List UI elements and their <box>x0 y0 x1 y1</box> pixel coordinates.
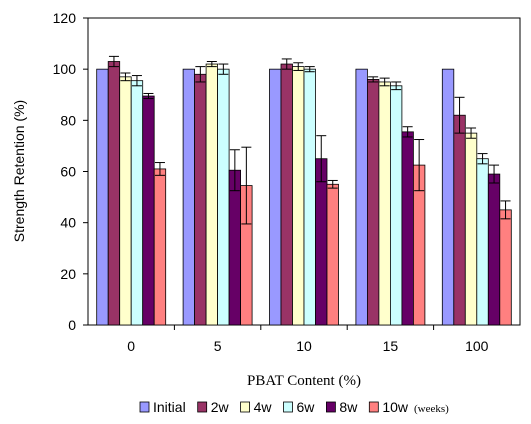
y-tick-label: 120 <box>53 10 77 26</box>
bar-Initial-0 <box>96 68 109 326</box>
x-axis: 0 5 10 15 100 <box>127 325 489 354</box>
y-tick-label: 100 <box>53 61 77 77</box>
bar-6w-100 <box>476 158 489 326</box>
x-tick-label: 15 <box>383 338 399 354</box>
x-tick-label: 100 <box>465 338 489 354</box>
legend-swatch-8w <box>326 401 336 413</box>
bar-Initial-15 <box>355 68 368 326</box>
bar-4w-15 <box>378 81 391 326</box>
bar-4w-10 <box>292 66 305 326</box>
legend-label-8w: 8w <box>339 399 358 415</box>
bar-8w-15 <box>401 131 414 326</box>
legend-note: (weeks) <box>414 403 449 415</box>
legend-swatch-2w <box>197 401 208 413</box>
bar-2w-15 <box>366 79 380 326</box>
bar-8w-5 <box>228 169 242 326</box>
legend-swatch-Initial <box>139 401 150 413</box>
legend-label-10w: 10w <box>382 399 409 415</box>
bar-10w-100 <box>499 209 512 326</box>
y-tick-label: 60 <box>60 164 76 180</box>
y-tick-label: 0 <box>68 317 76 333</box>
bar-4w-100 <box>464 132 478 326</box>
legend-label-Initial: Initial <box>153 399 186 415</box>
x-tick-label: 10 <box>296 338 312 354</box>
bar-4w-5 <box>205 63 219 326</box>
x-tick-label: 5 <box>214 338 222 354</box>
bar-4w-0 <box>119 76 132 326</box>
bar-series <box>96 55 512 326</box>
bar-Initial-100 <box>441 68 455 326</box>
y-tick-label: 20 <box>60 266 76 282</box>
bar-2w-5 <box>194 73 207 326</box>
legend-swatch-10w <box>368 401 379 413</box>
legend: Initial 2w 4w 6w 8w 10w (weeks) <box>139 399 449 415</box>
y-axis-label: Strength Retention (%) <box>11 100 27 242</box>
legend-swatch-6w <box>283 401 293 413</box>
bar-6w-5 <box>217 68 230 326</box>
x-tick-label: 0 <box>127 338 135 354</box>
bar-Initial-10 <box>269 68 282 326</box>
bar-2w-10 <box>280 63 293 326</box>
bar-Initial-5 <box>182 68 196 326</box>
bar-8w-100 <box>487 173 501 326</box>
bar-8w-10 <box>315 158 328 326</box>
bar-8w-0 <box>142 95 155 326</box>
x-axis-label: PBAT Content (%) <box>247 373 361 389</box>
legend-label-4w: 4w <box>254 399 273 415</box>
bar-10w-10 <box>326 183 339 326</box>
bar-2w-0 <box>107 61 121 326</box>
bar-2w-100 <box>453 114 466 326</box>
y-tick-label: 40 <box>60 215 76 231</box>
y-axis: 0 20 40 60 80 100 120 <box>53 10 88 333</box>
y-tick-label: 80 <box>60 112 76 128</box>
bar-6w-0 <box>130 80 144 326</box>
bar-6w-10 <box>303 68 316 326</box>
legend-swatch-4w <box>240 401 250 413</box>
bar-10w-0 <box>153 168 167 326</box>
bar-6w-15 <box>389 85 403 326</box>
legend-label-6w: 6w <box>297 399 316 415</box>
legend-label-2w: 2w <box>211 399 230 415</box>
